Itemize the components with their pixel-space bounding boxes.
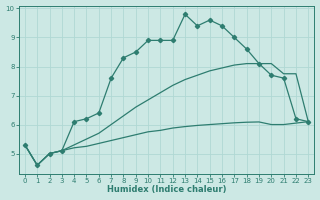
X-axis label: Humidex (Indice chaleur): Humidex (Indice chaleur) [107, 185, 226, 194]
